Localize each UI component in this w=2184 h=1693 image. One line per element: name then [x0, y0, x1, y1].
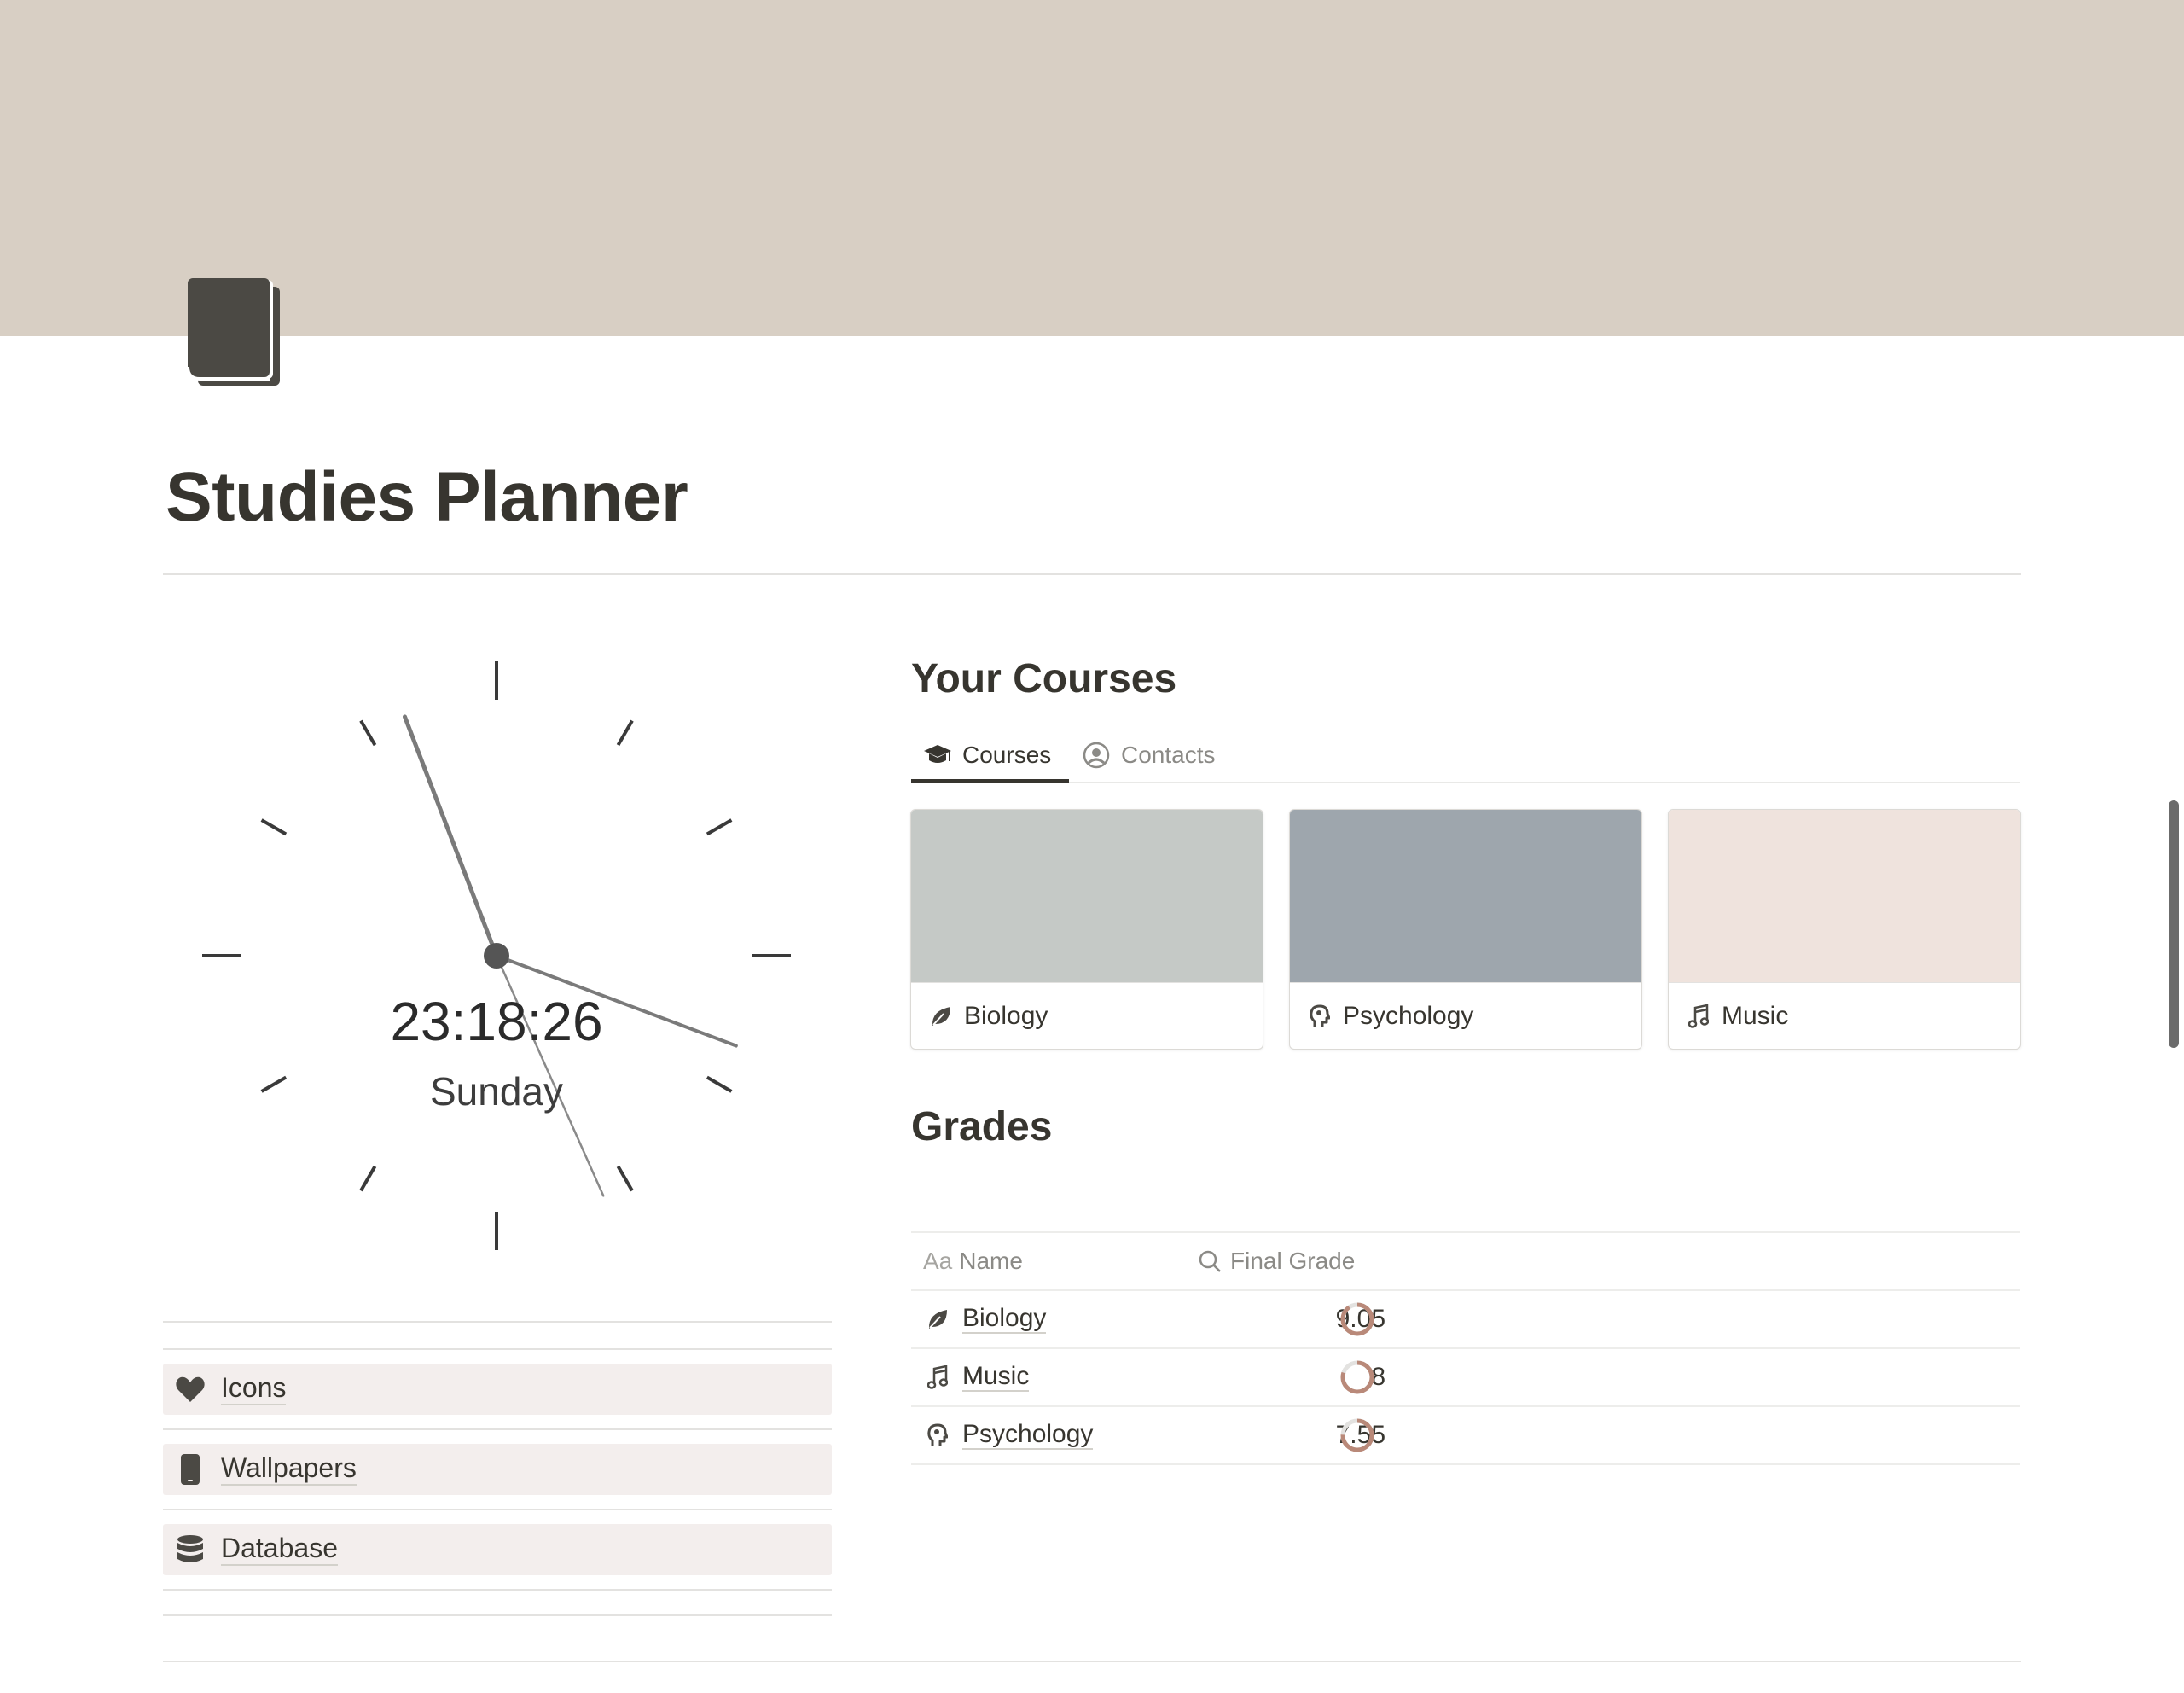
divider — [163, 1589, 832, 1591]
hour-hand — [402, 714, 499, 958]
table-row: Biology 9.05 — [911, 1289, 2020, 1347]
course-card-biology[interactable]: Biology — [910, 809, 1263, 1050]
link-label[interactable]: Database — [221, 1533, 338, 1566]
tab-label: Contacts — [1121, 742, 1216, 768]
link-icons[interactable]: Icons — [163, 1364, 832, 1415]
divider — [163, 1321, 832, 1323]
row-name-label[interactable]: Music — [962, 1362, 1030, 1392]
final-grade-value: 8 — [1371, 1363, 1385, 1391]
table-header: Aa Name Final Grade — [911, 1231, 2020, 1289]
title-divider — [163, 573, 2021, 575]
book-icon[interactable] — [186, 278, 285, 391]
minute-hand — [495, 954, 738, 1048]
head-icon — [925, 1422, 950, 1448]
card-cover — [1669, 810, 2020, 982]
search-icon — [1198, 1249, 1222, 1273]
divider — [163, 1509, 832, 1510]
card-footer: Biology — [911, 982, 1263, 1049]
table-row: Music 8 — [911, 1347, 2020, 1405]
row-name-music[interactable]: Music — [925, 1349, 1030, 1405]
head-icon — [1307, 1004, 1333, 1029]
clock-day: Sunday — [429, 1069, 563, 1114]
column-label: Name — [959, 1248, 1023, 1274]
card-footer: Music — [1669, 982, 2020, 1049]
card-cover — [911, 810, 1263, 982]
user-circle-icon — [1082, 741, 1111, 770]
grades-heading[interactable]: Grades — [911, 1104, 1053, 1149]
link-label[interactable]: Icons — [221, 1373, 287, 1405]
ring-progress — [1340, 1360, 1374, 1394]
divider — [163, 1348, 832, 1350]
page-title[interactable]: Studies Planner — [166, 458, 688, 536]
row-name-label[interactable]: Psychology — [962, 1420, 1094, 1450]
active-tab-indicator — [911, 779, 1069, 783]
phone-icon — [173, 1452, 207, 1486]
second-hand — [495, 954, 605, 1197]
link-wallpapers[interactable]: Wallpapers — [163, 1444, 832, 1495]
page-cover[interactable] — [0, 0, 2184, 336]
tab-contacts[interactable]: Contacts — [1082, 730, 1216, 780]
courses-tabs: Courses Contacts — [911, 730, 2020, 783]
leaf-icon — [925, 1306, 950, 1332]
course-card-psychology[interactable]: Psychology — [1289, 809, 1642, 1050]
card-title: Biology — [964, 1002, 1048, 1030]
row-name-psychology[interactable]: Psychology — [925, 1407, 1094, 1463]
link-database[interactable]: Database — [163, 1524, 832, 1575]
clock-tick — [616, 719, 634, 747]
grade-progress-ring — [1340, 1360, 1374, 1394]
column-label: Final Grade — [1230, 1248, 1356, 1274]
tab-courses[interactable]: Courses — [923, 730, 1051, 780]
card-footer: Psychology — [1290, 982, 1641, 1049]
clock-tick — [706, 1075, 733, 1093]
clock-tick — [260, 1075, 288, 1093]
tab-label: Courses — [962, 742, 1052, 768]
card-cover — [1290, 810, 1641, 982]
grade-progress-ring — [1340, 1418, 1374, 1452]
grades-table: Aa Name Final Grade Biology 9.05 Music 8 — [911, 1231, 2020, 1465]
card-title: Music — [1722, 1002, 1789, 1030]
bottom-divider — [163, 1661, 2021, 1662]
grade-progress-ring — [1340, 1302, 1374, 1336]
clock-tick — [706, 818, 733, 836]
column-header-name[interactable]: Aa Name — [923, 1233, 1023, 1289]
heart-icon — [173, 1372, 207, 1406]
clock-center — [484, 943, 509, 969]
analog-clock — [202, 661, 791, 1250]
clock-time: 23:18:26 — [390, 991, 603, 1052]
leaf-icon — [928, 1004, 954, 1029]
clock-tick — [359, 1165, 377, 1192]
card-title: Psychology — [1343, 1002, 1474, 1030]
music-note-icon — [1686, 1004, 1711, 1029]
text-aa-icon: Aa — [923, 1248, 953, 1274]
graduation-cap-icon — [923, 741, 952, 770]
course-card-music[interactable]: Music — [1668, 809, 2021, 1050]
row-name-label[interactable]: Biology — [962, 1304, 1047, 1334]
clock-tick — [616, 1165, 634, 1192]
divider — [163, 1428, 832, 1430]
clock-tick — [260, 818, 288, 836]
row-name-biology[interactable]: Biology — [925, 1291, 1047, 1347]
ring-progress — [1340, 1302, 1374, 1336]
music-note-icon — [925, 1364, 950, 1390]
table-row: Psychology 7.55 — [911, 1405, 2020, 1465]
divider — [163, 1614, 832, 1616]
column-header-final-grade[interactable]: Final Grade — [1198, 1233, 1355, 1289]
clock-tick — [359, 719, 377, 747]
ring-progress — [1340, 1418, 1374, 1452]
database-icon — [173, 1533, 207, 1567]
scrollbar-thumb[interactable] — [2169, 800, 2179, 1048]
link-label[interactable]: Wallpapers — [221, 1453, 357, 1486]
courses-heading[interactable]: Your Courses — [911, 656, 1177, 701]
